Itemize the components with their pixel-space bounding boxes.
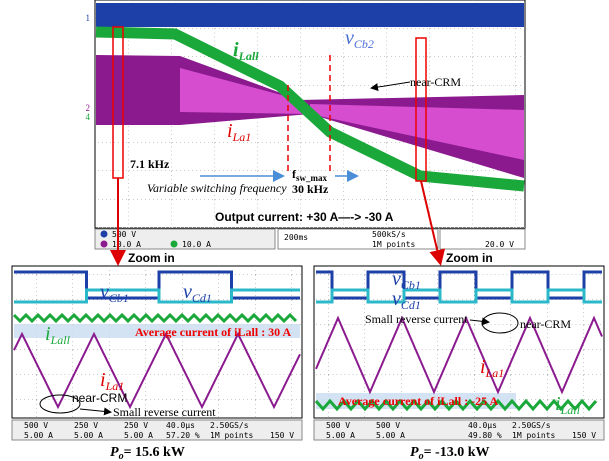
status-text: 5.00 A — [24, 431, 53, 440]
signal-sub: Lall — [50, 333, 71, 347]
figure: 1 2 4 iLall vCb2 iLa1 near-CRM 7.1 kHz V… — [0, 0, 609, 461]
caption-rest: = -13.0 kW — [424, 445, 490, 460]
status-text: 5.00 A — [124, 431, 153, 440]
signal-main: v — [345, 27, 354, 49]
annotation: Average current of iLall : -25 A — [338, 394, 499, 408]
annotation: Small reverse current — [365, 312, 468, 326]
zoom-label: Zoom in — [128, 251, 175, 265]
signal-sub: La1 — [485, 366, 505, 380]
status-text: 250 V — [124, 421, 148, 430]
status-text: 5.00 A — [326, 431, 355, 440]
status-text: 250 V — [74, 421, 98, 430]
status-text: 1M points — [372, 240, 416, 249]
right-status: 500 V 500 V 5.00 A 5.00 A 40.0µs 49.80 %… — [314, 420, 604, 440]
status-panel — [12, 420, 302, 440]
status-text: 57.20 % — [166, 431, 200, 440]
annotation: Small reverse current — [113, 405, 216, 419]
status-text: 500kS/s — [372, 230, 406, 239]
status-text: 5.00 A — [376, 431, 405, 440]
status-text: 10.0 A — [112, 240, 141, 249]
status-text: 150 V — [572, 431, 596, 440]
status-text: 500 V — [112, 230, 136, 239]
status-text: 49.80 % — [468, 431, 502, 440]
status-panel — [314, 420, 604, 440]
status-text: 1M points — [512, 431, 556, 440]
signal-sub: Cd1 — [401, 298, 421, 312]
status-text: 10.0 A — [182, 240, 211, 249]
left-status: 500 V 250 V 250 V 5.00 A 5.00 A 5.00 A 4… — [12, 420, 302, 440]
annotation: Variable switching frequency — [147, 181, 287, 195]
status-text: 500 V — [376, 421, 400, 430]
signal-sub: Cd1 — [192, 291, 212, 305]
annotation: near-CRM — [72, 391, 127, 405]
annotation: near-CRM — [520, 317, 571, 331]
channel-marker: 4 — [86, 112, 91, 122]
signal-sub: La1 — [232, 130, 252, 144]
status-text: 20.0 V — [485, 240, 514, 249]
annotation: near-CRM — [410, 75, 461, 89]
status-text: 2.50GS/s — [210, 421, 249, 430]
caption-rest: = 15.6 kW — [124, 445, 185, 460]
status-text: 500 V — [326, 421, 350, 430]
status-text: 5.00 A — [74, 431, 103, 440]
channel-dot — [101, 241, 108, 248]
channel-dot — [171, 241, 178, 248]
signal-sub: Cb2 — [354, 37, 374, 51]
signal-sub: Cb1 — [401, 278, 421, 292]
vcb2-trace — [96, 3, 524, 27]
signal-sub: Cb1 — [109, 291, 129, 305]
channel-dot — [101, 231, 108, 238]
status-text: 1M points — [210, 431, 254, 440]
signal-main: v — [100, 281, 109, 303]
caption: Po= 15.6 kW — [110, 445, 185, 461]
status-text: 200ms — [284, 233, 308, 242]
status-text: 40.0µs — [166, 421, 195, 430]
annotation: 30 kHz — [292, 182, 329, 196]
caption: Po= -13.0 kW — [410, 445, 490, 461]
annotation: Average current of iLall : 30 A — [135, 325, 292, 339]
status-text: 2.50GS/s — [512, 421, 551, 430]
status-text: 40.0µs — [468, 421, 497, 430]
channel-marker: 1 — [86, 13, 91, 23]
signal-main: v — [392, 268, 401, 290]
signal-sub: Lall — [238, 49, 260, 63]
annotation: Output current: +30 A—-> -30 A — [215, 210, 394, 224]
zoom-label: Zoom in — [446, 251, 493, 265]
annotation: 7.1 kHz — [130, 157, 170, 171]
signal-main: v — [392, 288, 401, 310]
signal-sub: Lall — [560, 403, 581, 417]
signal-main: v — [183, 281, 192, 303]
status-text: 150 V — [270, 431, 294, 440]
status-text: 500 V — [24, 421, 48, 430]
top-scope: 1 2 4 iLall vCb2 iLa1 near-CRM 7.1 kHz V… — [86, 0, 526, 249]
